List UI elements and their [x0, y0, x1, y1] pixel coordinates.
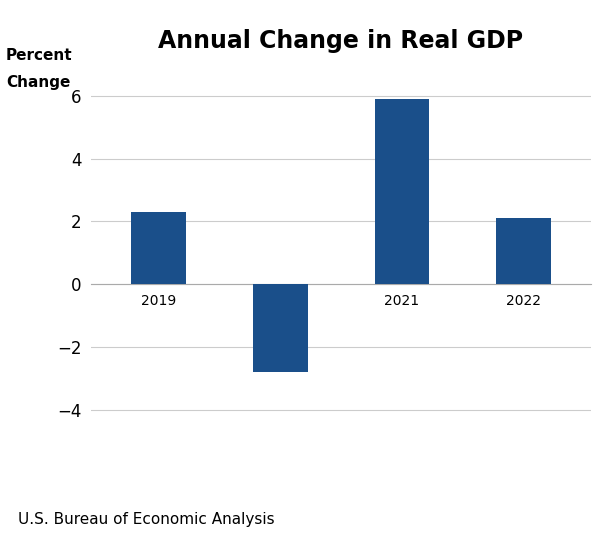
Bar: [375, 99, 429, 284]
Text: Percent: Percent: [6, 48, 72, 63]
Bar: [253, 284, 308, 372]
Text: Change: Change: [6, 75, 71, 90]
Text: U.S. Bureau of Economic Analysis: U.S. Bureau of Economic Analysis: [18, 512, 275, 527]
Bar: [131, 212, 186, 284]
Title: Annual Change in Real GDP: Annual Change in Real GDP: [158, 29, 524, 53]
Bar: [496, 218, 551, 284]
